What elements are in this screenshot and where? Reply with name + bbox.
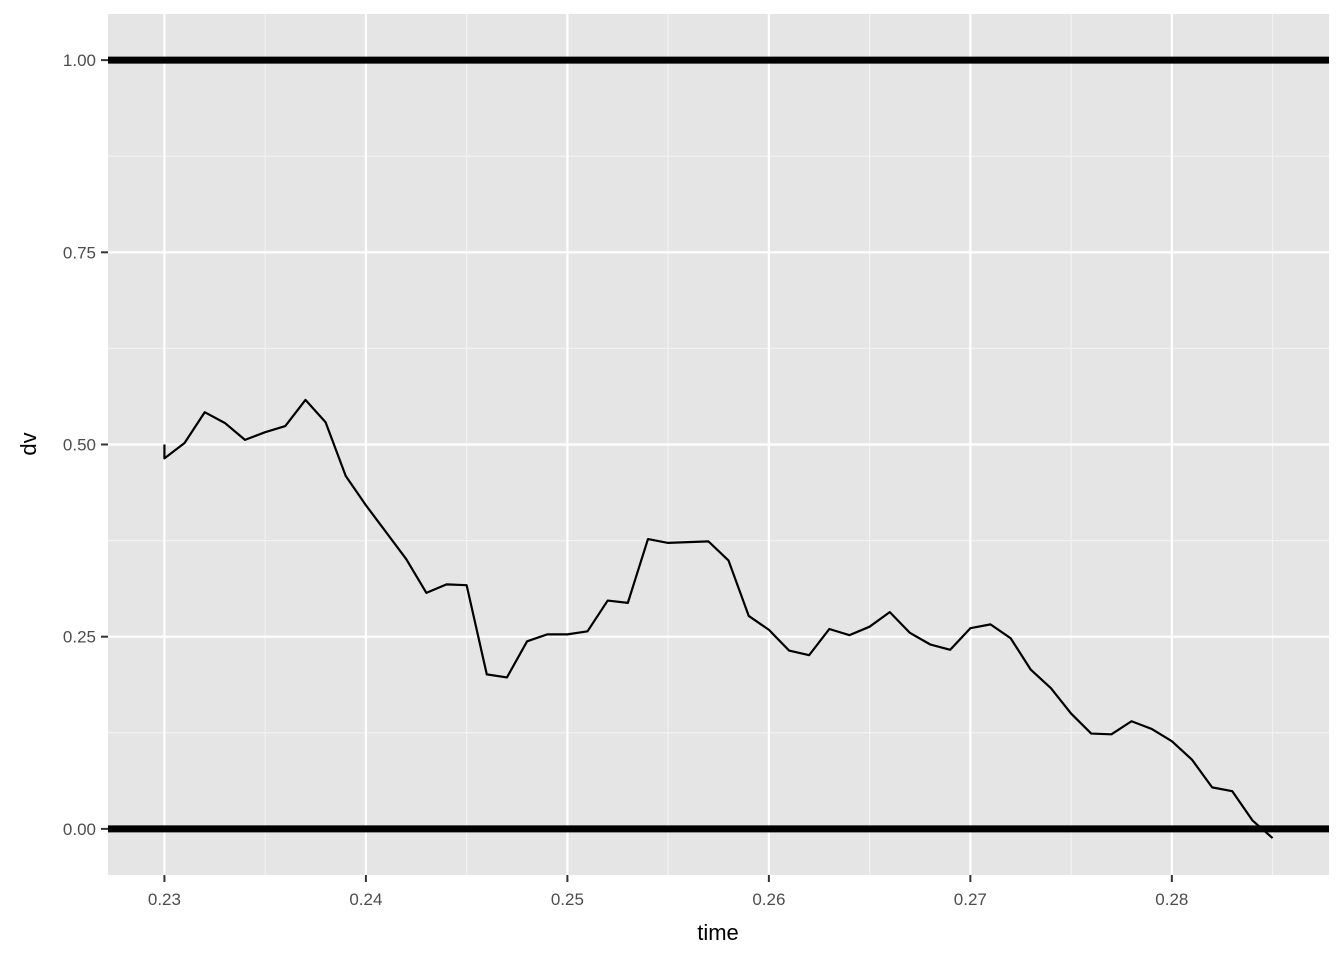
reference-lines xyxy=(108,56,1329,833)
x-tick-label: 0.24 xyxy=(349,890,382,909)
x-tick-label: 0.25 xyxy=(551,890,584,909)
y-tick-label: 1.00 xyxy=(63,51,96,70)
series-line xyxy=(163,398,1274,839)
y-tick-label: 0.50 xyxy=(63,436,96,455)
x-tick-label: 0.27 xyxy=(954,890,987,909)
y-axis-title: dv xyxy=(16,432,41,455)
y-tick-label: 0.75 xyxy=(63,243,96,262)
y-tick-label: 0.00 xyxy=(63,820,96,839)
y-axis: 0.00 0.25 0.50 0.75 1.00 xyxy=(63,51,108,839)
x-axis: 0.23 0.24 0.25 0.26 0.27 0.28 xyxy=(148,875,1188,909)
x-axis-title: time xyxy=(697,920,739,945)
x-tick-label: 0.28 xyxy=(1155,890,1188,909)
x-tick-label: 0.23 xyxy=(148,890,181,909)
series-lines xyxy=(163,398,1274,839)
x-tick-label: 0.26 xyxy=(752,890,785,909)
y-tick-label: 0.25 xyxy=(63,628,96,647)
